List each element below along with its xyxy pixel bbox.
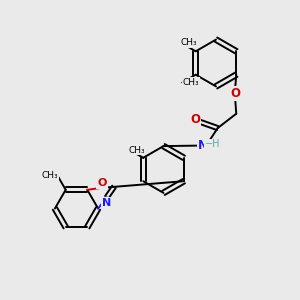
Text: CH₃: CH₃ [41,171,58,180]
Text: O: O [230,87,240,100]
Text: O: O [190,112,200,126]
Text: CH₃: CH₃ [129,146,146,154]
Text: O: O [97,178,107,188]
Text: −H: −H [205,139,220,149]
Text: CH₃: CH₃ [182,78,199,87]
Text: N: N [198,139,208,152]
Text: N: N [102,198,111,208]
Text: CH₃: CH₃ [181,38,197,47]
